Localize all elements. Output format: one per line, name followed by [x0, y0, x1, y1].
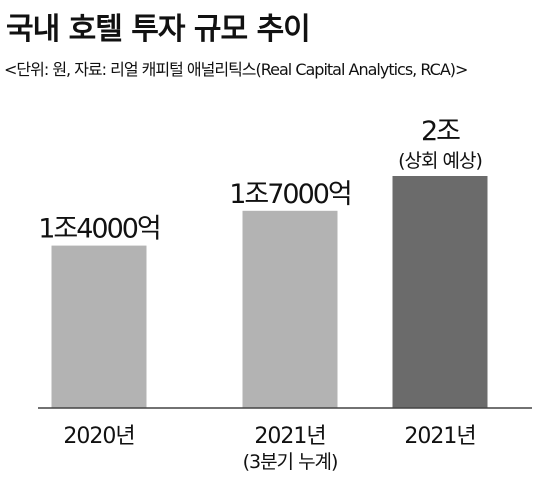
bar-3 [392, 176, 488, 408]
bar-2 [242, 210, 338, 408]
bars-layer [51, 176, 488, 408]
x-tick-label-3: 2021년 [404, 424, 475, 449]
x-tick-label-1: 2020년 [63, 424, 134, 449]
chart-title: 국내 호텔 투자 규모 추이 [6, 12, 311, 47]
bar-1 [51, 245, 147, 408]
bar-value-label-1: 1조4000억 [38, 214, 160, 245]
bar-value-label-2: 1조7000억 [229, 179, 351, 210]
bar-value-note-3: (상회 예상) [398, 150, 482, 172]
chart-subtitle: <단위: 원, 자료: 리얼 캐피털 애널리틱스(Real Capital An… [4, 60, 468, 79]
x-tick-note-2: (3분기 누계) [243, 451, 338, 473]
bar-value-label-3: 2조 [421, 116, 460, 147]
x-tick-label-2: 2021년 [254, 424, 325, 449]
